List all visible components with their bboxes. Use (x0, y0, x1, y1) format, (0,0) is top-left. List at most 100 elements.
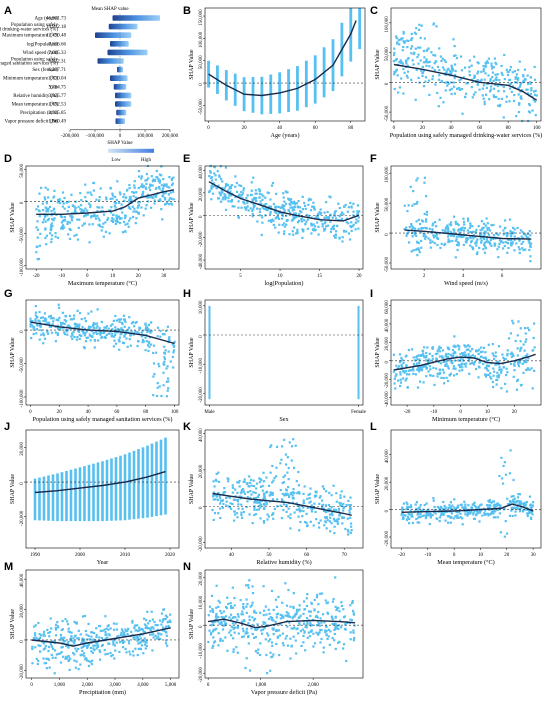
point (284, 494, 287, 497)
point (521, 247, 524, 250)
point (310, 232, 313, 235)
point (452, 228, 455, 231)
point (422, 232, 425, 236)
point (416, 358, 419, 361)
point (57, 319, 60, 322)
panel-letter-G: G (4, 288, 13, 300)
point (437, 105, 440, 108)
point (217, 492, 220, 495)
point (31, 319, 34, 323)
point (62, 202, 65, 205)
point (529, 509, 532, 512)
point (42, 633, 45, 636)
point-cloud-C (392, 22, 538, 123)
point (515, 388, 519, 391)
point (143, 623, 147, 626)
point (457, 242, 460, 245)
point (237, 507, 240, 510)
point (509, 66, 512, 69)
point (236, 625, 240, 628)
point (453, 231, 456, 234)
point (337, 517, 340, 520)
point (46, 214, 49, 217)
point (431, 240, 434, 243)
point (466, 514, 469, 517)
point (137, 204, 140, 207)
point (144, 322, 147, 325)
panel-I: -20 -10 0 10 20-40,000-20,000020,00040,00060… (370, 288, 542, 423)
point (45, 202, 48, 205)
point (267, 191, 270, 195)
point (84, 629, 87, 633)
point (447, 235, 450, 238)
point (410, 222, 413, 226)
point (238, 485, 241, 488)
point (332, 484, 335, 487)
point (442, 376, 445, 380)
point (315, 494, 318, 497)
point (103, 335, 107, 339)
point (164, 630, 168, 634)
point (256, 501, 259, 504)
point (528, 242, 531, 245)
point (208, 605, 212, 608)
point (131, 190, 134, 194)
point (455, 372, 458, 376)
point (340, 217, 344, 220)
point (454, 54, 457, 57)
point (224, 636, 227, 639)
point (87, 643, 90, 646)
point (251, 198, 254, 201)
point (112, 213, 115, 217)
point (418, 251, 421, 254)
point (98, 219, 101, 222)
point (223, 196, 226, 199)
point (39, 232, 42, 235)
point (531, 349, 534, 352)
point (112, 218, 115, 221)
point (489, 242, 492, 246)
x-tick-label: 1,000 (54, 683, 66, 688)
point (95, 641, 98, 644)
point (74, 634, 77, 637)
point (416, 508, 419, 511)
point (484, 64, 487, 67)
point (339, 496, 342, 499)
point (405, 234, 408, 237)
point (336, 522, 340, 525)
point (42, 218, 46, 221)
point (415, 517, 418, 521)
point (148, 345, 151, 348)
year-band (155, 441, 158, 517)
point (307, 631, 310, 634)
point (169, 613, 172, 616)
point (80, 317, 83, 321)
x-tick-label: 0 (393, 126, 396, 131)
point (95, 635, 98, 638)
point (321, 225, 324, 228)
point (92, 325, 95, 328)
point (413, 233, 417, 236)
point (63, 331, 66, 334)
point (355, 218, 358, 221)
point (221, 506, 225, 509)
point (173, 340, 176, 343)
point-cloud-L (400, 449, 535, 538)
point (82, 330, 85, 333)
point (172, 198, 175, 201)
point (505, 68, 508, 71)
feature-row: log(Population)7,836.66 (27, 41, 129, 47)
point (405, 365, 408, 368)
point (118, 336, 121, 339)
point (419, 46, 422, 49)
point (481, 227, 484, 230)
point (342, 213, 345, 216)
point (126, 328, 130, 331)
point (297, 515, 300, 518)
point (225, 500, 228, 503)
point (147, 342, 151, 345)
point (346, 529, 350, 532)
point (401, 506, 404, 509)
axes-frame-J (25, 429, 180, 549)
point (323, 229, 326, 232)
